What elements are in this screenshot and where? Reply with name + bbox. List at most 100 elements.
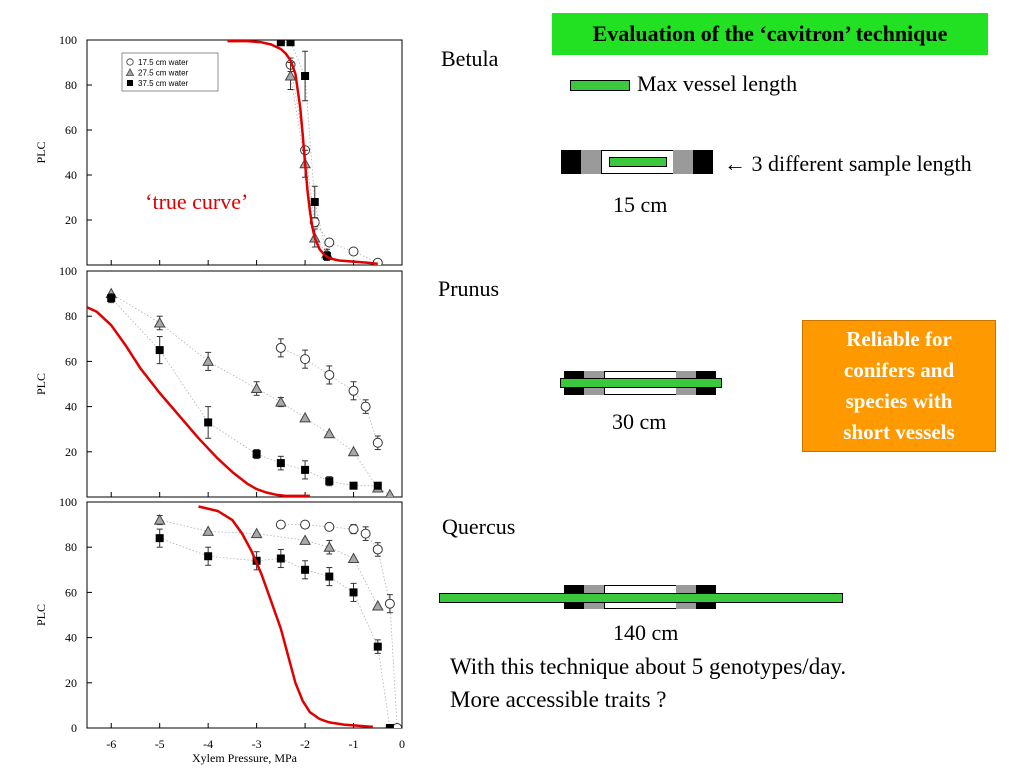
note-line: species with [845,389,953,413]
data-point-circle [392,723,402,728]
sample-length-arrow-label: ← 3 different sample length [724,151,972,176]
data-point-circle [324,237,335,248]
plot-frame [86,270,403,498]
data-point-square [325,477,334,486]
series-square [107,293,382,490]
data-point-circle [324,521,335,532]
data-point-circle [348,385,359,396]
data-point-square [252,450,261,459]
y-tick-label: 20 [65,445,77,459]
y-axis-label: PLC [34,604,48,626]
data-point-triangle [323,427,336,439]
data-point-square [107,294,116,303]
data-point-circle [275,519,286,530]
x-tick-label: -6 [106,737,116,751]
legend-marker-square [127,80,133,86]
x-tick-label: -4 [203,737,213,751]
data-point-square [204,552,213,561]
note-line: Reliable for [846,327,952,351]
chart-panel-quercus: 0 20 40 60 80 100 -6 -5 -4 -3 -2 -1 0 PLC Xylem Pressu… [34,495,405,765]
species-label-prunus: Prunus [438,276,500,301]
plot-area [227,40,383,265]
true-curve-line [87,306,310,497]
legend-label: 37.5 cm water [138,79,189,88]
data-point-triangle [347,445,360,457]
y-tick-label: 0 [71,721,77,735]
data-point-triangle [202,525,215,536]
vessel-bar [560,378,722,388]
data-point-square [310,198,319,206]
legend-marker-circle [126,58,134,66]
y-axis-label: PLC [34,141,48,163]
data-point-circle [275,342,286,353]
data-point-circle [300,519,311,530]
data-point-square [301,565,310,574]
max-vessel-legend-bar [570,80,630,91]
y-tick-label: 20 [65,676,77,690]
sample-prunus [560,370,722,396]
x-tick-label: 0 [399,737,405,751]
clamp-end-right [693,150,713,174]
sample-quercus [439,585,843,611]
data-point-triangle [250,527,263,539]
y-tick-label: 100 [59,33,77,47]
y-tick-label: 80 [65,78,77,92]
sample-length-quercus: 140 cm [613,620,679,645]
y-tick-label: 20 [65,213,77,227]
data-point-square [325,572,334,581]
note-line: short vessels [843,420,955,444]
true-curve-annotation: ‘true curve’ [145,189,248,214]
series-circle [275,519,402,728]
series-connector [110,293,391,496]
data-point-triangle [299,534,311,545]
data-point-triangle [347,552,360,563]
legend-marker-triangle [125,68,135,76]
vessel-bar [439,593,843,603]
data-point-square [155,534,164,543]
y-tick-label: 80 [65,540,77,554]
data-point-triangle [323,541,336,552]
data-point-circle [384,598,395,609]
data-point-square [349,588,358,597]
data-point-square [204,418,213,427]
data-point-square [373,481,382,490]
data-point-square [301,72,310,80]
data-point-circle [372,437,383,448]
series-triangle [105,287,395,497]
data-point-triangle [153,514,166,525]
data-point-triangle [202,355,215,366]
plot-area [87,287,395,497]
conclusion-line-1: With this technique about 5 genotypes/da… [450,654,847,679]
data-point-circle [300,354,311,365]
legend-box [121,52,219,92]
data-point-circle [360,401,371,412]
data-point-triangle [284,69,297,81]
y-axis-label: PLC [34,373,48,395]
x-tick-label: -2 [300,737,310,751]
data-point-triangle [299,411,311,423]
legend-label: 27.5 cm water [138,69,189,78]
data-point-circle [348,524,359,535]
data-point-triangle [274,396,287,407]
data-point-triangle [385,488,395,497]
x-axis-label: Xylem Pressure, MPa [192,751,298,765]
y-tick-label: 100 [59,264,77,278]
y-tick-label: 60 [65,354,77,368]
data-point-square [373,642,382,651]
species-label-quercus: Quercus [442,514,516,539]
species-label-betula: Betula [441,46,499,71]
series-circle [275,338,383,451]
y-tick-label: 60 [65,123,77,137]
y-tick-label: 80 [65,309,77,323]
x-tick-label: -1 [349,737,359,751]
series-square [155,528,394,728]
y-tick-label: 40 [65,631,77,645]
chart-panel-prunus: 20 40 60 80 100 PLC [34,264,403,498]
data-point-square [349,481,358,490]
reliability-note: Reliable for conifers and species with s… [802,320,996,452]
sample-length-betula: 15 cm [613,192,668,217]
note-line: conifers and [843,358,955,382]
x-tick-label: -3 [252,737,262,751]
data-point-circle [360,528,371,539]
